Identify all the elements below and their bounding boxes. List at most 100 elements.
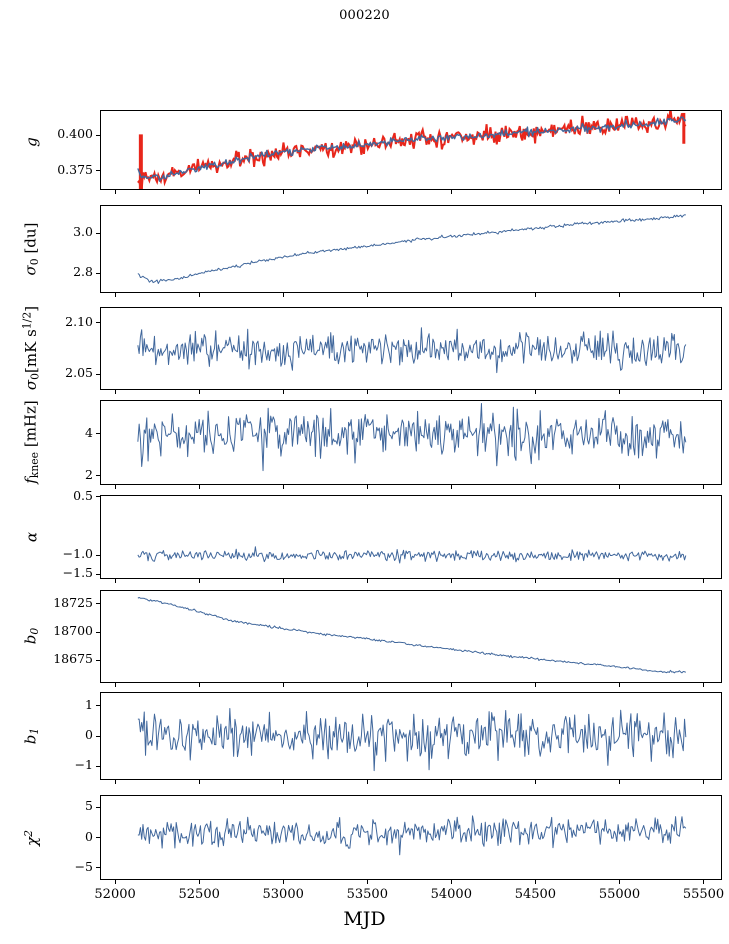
ytick-mark-b1-2 [96,765,100,767]
ytick-mark-f_knee-1 [96,475,100,477]
xtick-mark-alpha-2 [282,579,284,583]
xtick-mark-chi2-7 [703,880,705,884]
xtick-mark-g-1 [198,190,200,194]
plot-area-sigma0-du [101,206,721,292]
xtick-mark-alpha-7 [703,579,705,583]
xtick-mark-b1-7 [703,780,705,784]
xtick-mark-b0-3 [366,683,368,687]
xtick-mark-sigma0_du-5 [534,293,536,297]
ytick-mark-alpha-1 [96,554,100,556]
xtick-mark-f_knee-5 [534,485,536,489]
ylabel-b1: b1 [21,727,41,745]
xtick-mark-f_knee-0 [114,485,116,489]
ytick-mark-chi2-0 [96,806,100,808]
xtick-mark-g-7 [703,190,705,194]
data-line-g [138,117,686,181]
xtick-mark-alpha-6 [619,579,621,583]
plot-area-b0 [101,591,721,682]
ytick-mark-sigma0_mK-0 [96,322,100,324]
xtick-mark-sigma0_mK-0 [114,390,116,394]
ylabel-fknee: fknee [mHz] [21,400,41,484]
xtick-mark-chi2-6 [619,880,621,884]
xtick-mark-chi2-0 [114,880,116,884]
xtick-mark-sigma0_du-6 [619,293,621,297]
xtick-mark-chi2-4 [450,880,452,884]
plot-area-fknee [101,401,721,484]
ytick-label-f_knee-0: 4 [85,424,93,440]
ytick-mark-f_knee-0 [96,433,100,435]
ylabel-g: g [22,137,41,147]
xtick-label-6: 55000 [598,887,641,902]
xtick-mark-b1-0 [114,780,116,784]
ytick-label-b1-1: 0 [85,727,93,742]
ytick-label-alpha-0: 0.5 [73,487,93,503]
ytick-mark-b1-1 [96,735,100,737]
ytick-label-b1-0: 1 [85,696,93,712]
plot-area-b1 [101,693,721,779]
ytick-label-b0-2: 18675 [53,651,93,667]
xtick-label-2: 53000 [262,887,304,902]
xtick-label-5: 54500 [514,887,557,902]
ytick-mark-b0-2 [96,659,100,661]
xtick-mark-g-2 [282,190,284,194]
xtick-mark-sigma0_mK-5 [534,390,536,394]
xtick-mark-f_knee-6 [619,485,621,489]
panel-chi2 [100,795,722,880]
ytick-mark-sigma0_du-1 [96,272,100,274]
xtick-mark-b1-4 [450,780,452,784]
xtick-mark-b0-5 [534,683,536,687]
plot-area-alpha [101,496,721,578]
ytick-mark-g-0 [96,134,100,136]
xtick-mark-g-3 [366,190,368,194]
data-line-alpha [138,547,686,563]
xtick-mark-sigma0_du-7 [703,293,705,297]
ytick-label-sigma0_mK-1: 2.05 [65,365,93,381]
xaxis-label: MJD [343,908,386,930]
ytick-mark-chi2-2 [96,867,100,869]
ytick-label-alpha-2: −1.5 [62,565,93,581]
xtick-mark-b0-4 [450,683,452,687]
ytick-label-alpha-1: −1.0 [62,546,93,561]
xtick-mark-sigma0_du-3 [366,293,368,297]
xtick-mark-sigma0_du-1 [198,293,200,297]
xtick-label-1: 52500 [178,887,220,902]
ytick-mark-b0-1 [96,631,100,633]
ytick-label-sigma0_du-0: 3.0 [73,224,93,239]
ylabel-chi2: χ2 [21,830,42,846]
xtick-mark-b1-6 [619,780,621,784]
ylabel-b0: b0 [21,627,41,645]
panel-sigma0-du [100,205,722,293]
ytick-mark-b1-0 [96,705,100,707]
panel-sigma0-mk [100,307,722,390]
xtick-mark-chi2-2 [282,880,284,884]
ytick-mark-b0-0 [96,603,100,605]
data-line-chi2 [138,816,686,855]
xtick-mark-g-4 [450,190,452,194]
data-line-sigma0_du [138,215,686,284]
ytick-mark-alpha-0 [96,496,100,498]
panel-fknee [100,400,722,485]
xtick-label-4: 54000 [430,887,472,902]
xtick-mark-sigma0_mK-2 [282,390,284,394]
ytick-label-chi2-1: 0 [85,828,93,844]
ytick-label-chi2-2: −5 [74,858,93,874]
plot-area-sigma0-mk [101,308,721,389]
xtick-mark-alpha-4 [450,579,452,583]
xtick-mark-sigma0_du-2 [282,293,284,297]
xtick-mark-g-0 [114,190,116,194]
xtick-label-7: 55500 [682,887,725,902]
xtick-mark-b1-3 [366,780,368,784]
xtick-mark-b0-6 [619,683,621,687]
ytick-mark-g-1 [96,170,100,172]
data-line-b0 [138,597,686,672]
xtick-mark-alpha-0 [114,579,116,583]
xtick-mark-sigma0_du-0 [114,293,116,297]
xtick-mark-f_knee-4 [450,485,452,489]
xtick-mark-chi2-3 [366,880,368,884]
xtick-label-0: 52000 [94,887,136,902]
xtick-mark-b0-1 [198,683,200,687]
xtick-mark-sigma0_mK-3 [366,390,368,394]
ytick-mark-alpha-2 [96,573,100,575]
xtick-mark-sigma0_du-4 [450,293,452,297]
